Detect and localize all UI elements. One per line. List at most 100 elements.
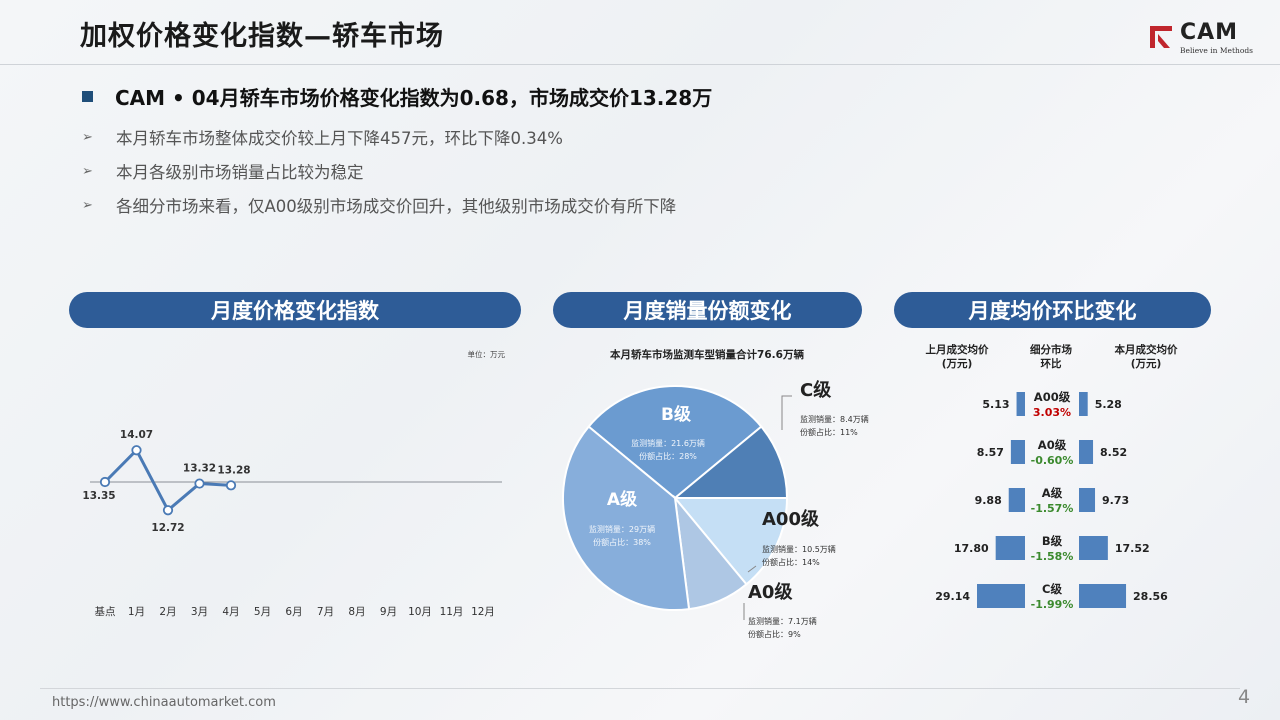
index-point-0 — [99, 476, 111, 488]
curr-price-label-0: 5.28 — [1095, 398, 1122, 411]
title-divider — [0, 64, 1280, 65]
headline: CAM • 04月轿车市场价格变化指数为0.68，市场成交价13.28万 — [82, 82, 712, 111]
prev-price-label-2: 9.88 — [975, 494, 1002, 507]
section-title-index: 月度价格变化指数 — [69, 292, 521, 328]
bullet-text: 本月轿车市场整体成交价较上月下降457元，环比下降0.34% — [116, 129, 563, 148]
x-tick-label-4: 4月 — [222, 606, 239, 618]
bullet-text: 本月各级别市场销量占比较为稳定 — [116, 163, 364, 182]
pie-slice-share-4: 份额占比：38% — [593, 537, 651, 547]
arrow-bullet-icon: ➢ — [82, 163, 93, 179]
pie-slice-name-4: A级 — [607, 489, 637, 510]
prev-price-label-4: 29.14 — [935, 590, 970, 603]
pie-slice-volume-3: 监测销量：7.1万辆 — [748, 616, 817, 626]
curr-price-bar-3 — [1079, 536, 1108, 560]
x-tick-label-6: 6月 — [285, 606, 302, 618]
pie-slice-volume-2: 监测销量：10.5万辆 — [762, 544, 836, 554]
section-title-share: 月度销量份额变化 — [553, 292, 862, 328]
x-tick-label-12: 12月 — [471, 606, 495, 618]
logo-text: CAM — [1180, 20, 1239, 45]
pie-slice-volume-0: 监测销量：21.6万辆 — [631, 438, 705, 448]
pie-slice-name-3: A0级 — [748, 581, 793, 603]
index-series-line — [103, 448, 232, 512]
footer-url[interactable]: https://www.chinaautomarket.com — [52, 695, 276, 710]
unit-label: 单位：万元 — [468, 349, 506, 359]
x-tick-label-11: 11月 — [440, 606, 464, 618]
cam-logo-icon — [1150, 26, 1172, 48]
header-mid-line2: 环比 — [1041, 357, 1063, 370]
index-data-label-1: 14.07 — [120, 429, 153, 441]
bullet-item: ➢ 本月轿车市场整体成交价较上月下降457元，环比下降0.34% — [82, 120, 676, 154]
curr-price-bar-0 — [1079, 392, 1088, 416]
prev-price-bar-3 — [995, 536, 1025, 560]
bullet-text: 各细分市场来看，仅A00级别市场成交价回升，其他级别市场成交价有所下降 — [116, 197, 677, 216]
pie-leader-line-1 — [781, 395, 792, 430]
curr-price-bar-2 — [1079, 488, 1096, 512]
prev-price-bar-1 — [1010, 440, 1025, 464]
pie-slice-name-1: C级 — [800, 379, 832, 401]
header-prev-line1: 上月成交均价 — [926, 343, 989, 356]
pie-slice-name-0: B级 — [661, 404, 691, 425]
pie-slice-volume-1: 监测销量：8.4万辆 — [800, 414, 869, 424]
x-tick-label-5: 5月 — [254, 606, 271, 618]
logo-tagline: Believe in Methods — [1180, 46, 1253, 55]
header-curr-line1: 本月成交均价 — [1115, 343, 1178, 356]
x-tick-label-3: 3月 — [191, 606, 208, 618]
index-point-2 — [162, 505, 174, 516]
index-data-label-0: 13.35 — [82, 490, 115, 502]
arrow-bullet-icon: ➢ — [82, 197, 93, 213]
segment-label-1: A0级 — [1038, 438, 1067, 452]
index-data-label-3: 13.32 — [183, 463, 216, 475]
pie-title: 本月轿车市场监测车型销量合计76.6万辆 — [610, 348, 804, 361]
pie-slice-share-0: 份额占比：28% — [639, 451, 697, 461]
pie-slice-0 — [587, 385, 763, 500]
pie-slice-name-2: A00级 — [762, 508, 820, 530]
pie-slice-share-1: 份额占比：11% — [800, 427, 858, 437]
bullet-item: ➢ 各细分市场来看，仅A00级别市场成交价回升，其他级别市场成交价有所下降 — [82, 188, 676, 222]
index-point-3 — [194, 478, 205, 489]
segment-change-2: -1.57% — [1031, 502, 1074, 515]
segment-change-1: -0.60% — [1031, 454, 1074, 467]
headline-text: CAM • 04月轿车市场价格变化指数为0.68，市场成交价13.28万 — [115, 86, 713, 110]
headline-square-icon — [82, 91, 93, 102]
segment-label-2: A级 — [1042, 486, 1063, 500]
index-point-1 — [131, 445, 142, 456]
curr-price-label-4: 28.56 — [1133, 590, 1168, 603]
index-data-label-2: 12.72 — [151, 522, 184, 534]
pie-leader-line-2 — [747, 565, 757, 573]
x-tick-label-10: 10月 — [408, 606, 432, 618]
index-data-label-4: 13.28 — [217, 464, 250, 476]
prev-price-label-0: 5.13 — [982, 398, 1009, 411]
prev-price-label-3: 17.80 — [954, 542, 989, 555]
segment-label-0: A00级 — [1034, 390, 1071, 404]
pie-slice-share-3: 份额占比：9% — [748, 629, 801, 639]
segment-label-4: C级 — [1042, 582, 1062, 596]
bullet-list: ➢ 本月轿车市场整体成交价较上月下降457元，环比下降0.34% ➢ 本月各级别… — [82, 120, 676, 222]
pie-slice-2 — [672, 497, 789, 586]
cam-logo: CAM Believe in Methods — [1148, 20, 1258, 56]
footer-divider — [40, 688, 1240, 689]
header-prev-line2: (万元) — [942, 358, 973, 370]
index-point-4 — [225, 480, 237, 491]
segment-change-3: -1.58% — [1031, 550, 1074, 563]
x-tick-label-2: 2月 — [159, 606, 176, 618]
pie-slice-1 — [672, 425, 789, 499]
arrow-bullet-icon: ➢ — [82, 129, 93, 145]
page-title: 加权价格变化指数—轿车市场 — [80, 21, 444, 52]
curr-price-bar-4 — [1079, 584, 1127, 608]
x-tick-label-1: 1月 — [128, 606, 145, 618]
prev-price-bar-4 — [977, 584, 1025, 608]
pie-slice-4 — [562, 425, 691, 611]
header-mid-line1: 细分市场 — [1030, 343, 1072, 356]
segment-label-3: B级 — [1042, 534, 1063, 548]
bullet-item: ➢ 本月各级别市场销量占比较为稳定 — [82, 154, 676, 188]
curr-price-label-1: 8.52 — [1100, 446, 1127, 459]
curr-price-bar-1 — [1079, 440, 1094, 464]
section-title-price: 月度均价环比变化 — [894, 292, 1211, 328]
x-tick-label-0: 基点 — [95, 605, 116, 618]
prev-price-label-1: 8.57 — [977, 446, 1004, 459]
x-tick-label-7: 7月 — [317, 606, 334, 618]
segment-change-0: 3.03% — [1033, 406, 1071, 419]
pie-slice-volume-4: 监测销量：29万辆 — [589, 524, 655, 534]
pie-slice-share-2: 份额占比：14% — [762, 557, 820, 567]
